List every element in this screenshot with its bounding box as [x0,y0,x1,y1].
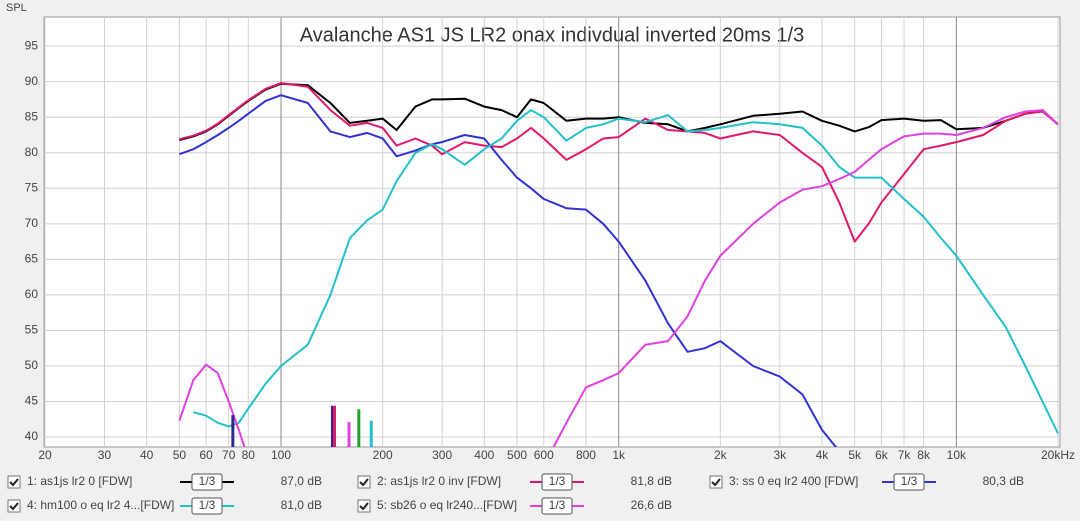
checkmark [359,502,369,511]
y-tick-label: 45 [25,394,39,408]
y-tick-label: 85 [25,109,39,123]
legend-readout: 26,6 dB [631,498,672,512]
x-tick-label: 4k [816,448,830,462]
chart-title: Avalanche AS1 JS LR2 onax indivdual inve… [300,24,804,46]
y-tick-label: 50 [25,358,39,372]
x-tick-label: 70 [222,448,236,462]
series-line [552,109,1059,447]
smoothing-box[interactable] [191,497,223,515]
y-tick-label: 95 [25,38,39,52]
y-tick-label: 80 [25,145,39,159]
x-tick-label: 40 [140,448,154,462]
series-line [193,109,1059,434]
smoothing-label: 1/3 [199,474,216,488]
legend-label: 2: as1js lr2 0 inv [FDW] [377,474,501,488]
x-tick-label: 10k [947,448,967,462]
legend-readout: 80,3 dB [983,474,1024,488]
smoothing-label: 1/3 [199,498,216,512]
y-tick-label: 60 [25,287,39,301]
legend-readout: 87,0 dB [281,474,322,488]
checkbox[interactable] [7,475,21,489]
x-tick-label: 300 [432,448,452,462]
x-tick-label: 20kHz [1041,448,1075,462]
smoothing-box[interactable] [893,473,925,491]
y-tick-label: 40 [25,429,39,443]
smoothing-label: 1/3 [549,474,566,488]
checkbox[interactable] [357,499,371,513]
x-tick-label: 3k [773,448,787,462]
y-tick-label: 55 [25,323,39,337]
x-tick-label: 500 [507,448,527,462]
checkbox[interactable] [357,475,371,489]
x-tick-label: 60 [199,448,213,462]
checkmark [9,502,19,511]
legend-label: 5: sb26 o eq lr240...[FDW] [377,498,517,512]
x-tick-label: 20 [38,448,52,462]
legend-readout: 81,0 dB [281,498,322,512]
y-tick-label: 70 [25,216,39,230]
legend-readout: 81,8 dB [631,474,672,488]
x-tick-label: 50 [173,448,187,462]
y-tick-label: 75 [25,180,39,194]
smoothing-label: 1/3 [901,474,918,488]
marker [332,405,336,447]
x-tick-label: 400 [474,448,494,462]
smoothing-box[interactable] [541,473,573,491]
y-tick-label: 65 [25,252,39,266]
series-line [179,82,1059,243]
y-tick-label: 90 [25,74,39,88]
checkmark [9,478,19,487]
x-tick-label: 5k [848,448,862,462]
smoothing-label: 1/3 [549,498,566,512]
marker [231,415,235,447]
legend-label: 4: hm100 o eq lr2 4...[FDW] [27,498,174,512]
checkbox[interactable] [709,475,723,489]
plot-area [43,16,1061,448]
legend-label: 1: as1js lr2 0 [FDW] [27,474,132,488]
x-tick-label: 800 [576,448,596,462]
x-tick-label: 200 [373,448,393,462]
x-tick-label: 100 [271,448,291,462]
x-tick-label: 1k [612,448,626,462]
y-axis-label: SPL [6,2,27,14]
x-tick-label: 8k [917,448,931,462]
x-tick-label: 6k [875,448,889,462]
series-line [178,363,246,447]
smoothing-box[interactable] [541,497,573,515]
legend-label: 3: ss 0 eq lr2 400 [FDW] [729,474,858,488]
checkbox[interactable] [7,499,21,513]
checkmark [359,478,369,487]
marker [369,420,373,447]
x-tick-label: 7k [898,448,912,462]
checkmark [711,478,721,487]
x-tick-label: 2k [714,448,728,462]
marker [330,405,334,447]
x-tick-label: 600 [534,448,554,462]
smoothing-box[interactable] [191,473,223,491]
marker [357,409,361,447]
x-tick-label: 30 [98,448,112,462]
marker [347,422,351,447]
series-line [179,94,838,447]
x-tick-label: 80 [242,448,256,462]
